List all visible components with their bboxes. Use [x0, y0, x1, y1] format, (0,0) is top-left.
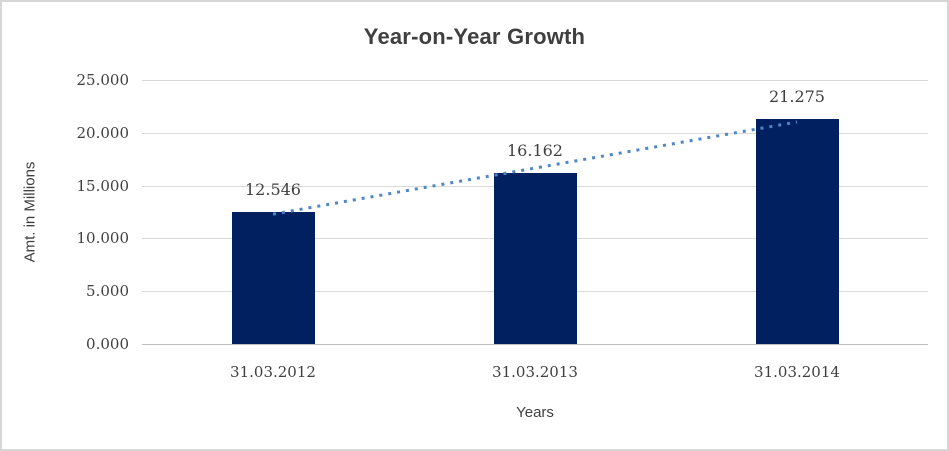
bar: [755, 119, 839, 344]
y-tick-label: 5.000: [86, 282, 129, 301]
y-tick-label: 20.000: [76, 123, 130, 142]
y-tick-label: 25.000: [76, 71, 130, 89]
chart-title: Year-on-Year Growth: [363, 24, 586, 49]
bar-value-label: 16.162: [507, 141, 563, 161]
bar-value-label: 21.275: [769, 87, 825, 107]
y-axis-title: Amt. in Millions: [21, 161, 39, 263]
bar: [231, 211, 315, 344]
bar: [493, 173, 577, 344]
x-axis-title: Years: [516, 404, 554, 421]
gridline: [142, 80, 928, 81]
y-tick-label: 0.000: [86, 335, 129, 353]
y-tick-label: 10.000: [76, 229, 130, 248]
x-tick-label: 31.03.2012: [230, 363, 316, 381]
x-tick-label: 31.03.2014: [754, 363, 840, 381]
y-tick-label: 15.000: [76, 176, 130, 195]
x-axis-line: [142, 344, 928, 345]
x-tick-label: 31.03.2013: [492, 363, 578, 381]
bar-value-label: 12.546: [245, 179, 301, 199]
